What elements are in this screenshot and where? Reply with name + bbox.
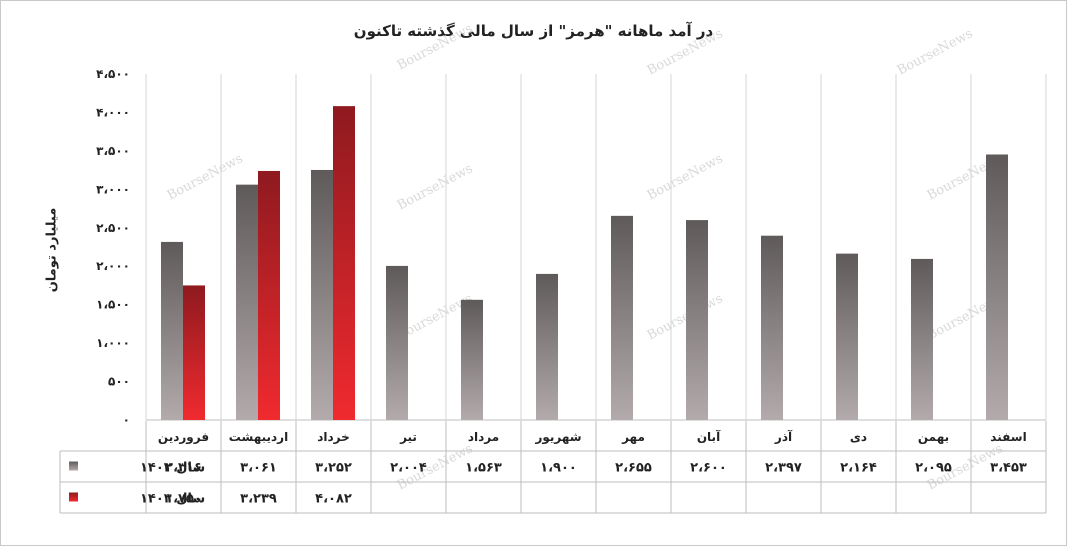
- data-label: ۳،۴۵۳: [990, 461, 1027, 476]
- x-tick-label: آبان: [697, 429, 721, 444]
- bar-1403: [258, 170, 280, 420]
- bar-1402: [461, 299, 483, 420]
- bar-1402: [911, 258, 933, 420]
- x-tick-label: بهمن: [918, 430, 949, 444]
- data-label: ۳،۲۳۹: [240, 492, 277, 507]
- bar-1402: [386, 265, 408, 420]
- data-label: ۴،۰۸۲: [315, 492, 352, 507]
- watermark-text: BourseNews: [165, 151, 246, 203]
- x-tick-label: فروردین: [158, 430, 209, 445]
- watermark-text: BourseNews: [645, 291, 726, 343]
- watermark-text: BourseNews: [645, 26, 726, 78]
- y-tick-label: ۳،۰۰۰: [96, 182, 130, 196]
- legend-swatch: [69, 461, 78, 471]
- chart-title: در آمد ماهانه "هرمز" از سال مالی گذشته ت…: [353, 22, 714, 40]
- legend-swatch: [69, 492, 78, 502]
- data-label: ۲،۰۰۴: [390, 461, 427, 476]
- bars: [161, 106, 1008, 420]
- y-tick-label: ۲،۰۰۰: [96, 259, 130, 273]
- bar-1402: [161, 241, 183, 420]
- x-tick-label: خرداد: [317, 430, 350, 444]
- bar-1402: [311, 169, 333, 420]
- watermark-text: BourseNews: [645, 151, 726, 203]
- bar-1402: [761, 235, 783, 420]
- watermark-text: BourseNews: [395, 21, 476, 73]
- y-tick-label: ۴،۰۰۰: [96, 105, 130, 119]
- bar-1402: [686, 220, 708, 420]
- watermark-layer: BourseNews BourseNews BourseNews BourseNews…: [165, 21, 1006, 493]
- x-tick-label: تیر: [399, 430, 417, 444]
- data-label: ۳،۰۶۱: [240, 461, 277, 476]
- data-label: ۲،۰۹۵: [915, 461, 952, 476]
- y-tick-label: ۳،۵۰۰: [96, 144, 130, 158]
- data-label: ۳،۲۵۲: [315, 461, 352, 476]
- y-tick-label: ۱،۵۰۰: [96, 298, 130, 312]
- gridlines: [145, 74, 1047, 421]
- data-label: ۲،۶۵۵: [615, 461, 652, 476]
- y-tick-label: ۱،۰۰۰: [96, 336, 130, 350]
- x-tick-label: آذر: [774, 429, 793, 444]
- data-table: فروردین اردیبهشت خرداد تیر مرداد شهریور مهر آبا…: [59, 421, 1047, 514]
- x-tick-label: دی: [850, 430, 867, 444]
- bar-1403: [183, 285, 205, 420]
- y-tick-label: ۲،۵۰۰: [96, 221, 130, 235]
- data-label: ۱،۵۶۳: [465, 461, 502, 476]
- y-axis-ticks: ۰ ۵۰۰ ۱،۰۰۰ ۱،۵۰۰ ۲،۰۰۰ ۲،۵۰۰ ۳،۰۰۰ ۳،۵۰۰ ۴،۰۰۰ ۴…: [96, 67, 130, 427]
- bar-1402: [986, 154, 1008, 420]
- bar-1402: [836, 253, 858, 420]
- legend-label: سال ۱۴۰۲: [140, 461, 205, 476]
- bar-1403: [333, 106, 355, 420]
- data-label: ۲،۳۱۶: [165, 461, 202, 476]
- data-label: ۱،۷۵۰: [165, 492, 202, 507]
- watermark-text: BourseNews: [395, 161, 476, 213]
- bar-1402: [536, 273, 558, 420]
- x-tick-label: اردیبهشت: [229, 430, 288, 444]
- bar-1402: [236, 184, 258, 420]
- watermark-text: BourseNews: [895, 26, 976, 78]
- y-tick-label: ۵۰۰: [108, 375, 130, 389]
- data-label: ۲،۱۶۴: [840, 461, 877, 476]
- data-label: ۲،۶۰۰: [690, 461, 727, 476]
- x-tick-label: مهر: [621, 430, 645, 444]
- data-label: ۲،۳۹۷: [765, 461, 802, 476]
- x-tick-label: اسفند: [990, 430, 1026, 444]
- y-tick-label: ۰: [123, 413, 130, 427]
- bar-1402: [611, 215, 633, 420]
- legend-label: سال ۱۴۰۳: [140, 492, 205, 507]
- data-label: ۱،۹۰۰: [540, 461, 577, 476]
- x-tick-label: مرداد: [468, 430, 499, 444]
- y-tick-label: ۴،۵۰۰: [96, 67, 130, 81]
- x-tick-label: شهریور: [534, 430, 581, 445]
